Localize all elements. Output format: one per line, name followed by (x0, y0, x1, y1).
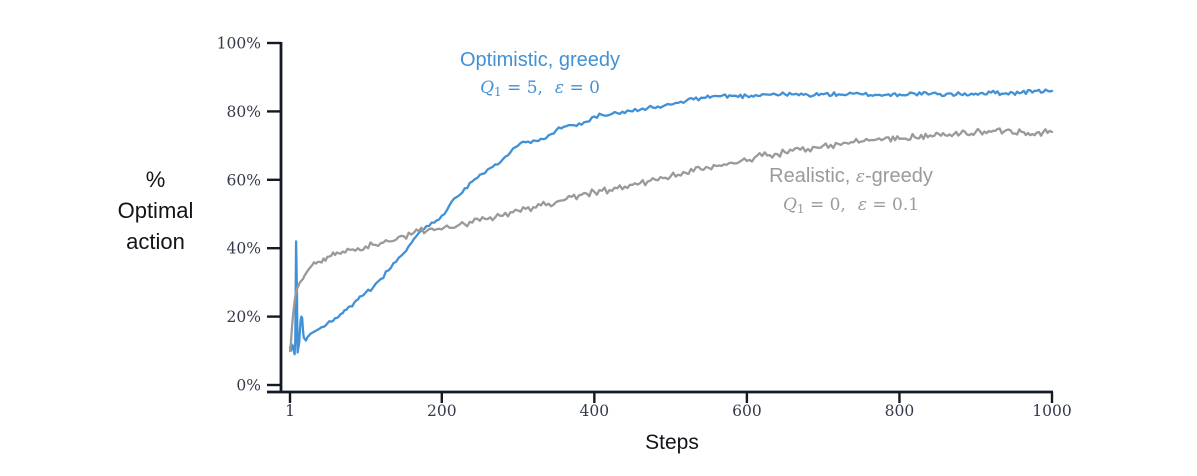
optimistic-greedy-curve (288, 88, 1054, 356)
y-axis-title: % Optimal action (73, 164, 238, 257)
realistic-eps-greedy-curve (288, 127, 1054, 352)
q-value: = 0, (804, 195, 846, 215)
epsilon-value: = 0.1 (866, 195, 920, 215)
annotation-optimistic-greedy: Optimistic, greedy Q1 = 5, ε = 0 (460, 48, 620, 103)
x-tick-label: 200 (427, 402, 457, 420)
x-tick-label: 1 (285, 402, 295, 420)
annotation-realistic-eps-greedy: Realistic, ε-greedy Q1 = 0, ε = 0.1 (769, 164, 933, 220)
q-symbol: Q (480, 78, 494, 98)
greedy-label-text: -greedy (865, 165, 933, 187)
x-tick-label: 400 (580, 402, 610, 420)
annotation-realistic-params: Q1 = 0, ε = 0.1 (769, 194, 933, 220)
y-tick-label: 40% (227, 240, 261, 258)
q-subscript: 1 (494, 85, 502, 99)
y-tick-label: 80% (227, 103, 261, 121)
y-tick-label: 0% (236, 377, 261, 395)
y-axis-title-line-percent: % (145, 167, 166, 192)
q-symbol: Q (782, 195, 797, 215)
q-value: = 5, (501, 78, 543, 98)
y-tick-label: 60% (227, 171, 261, 189)
annotation-optimistic-name: Optimistic, greedy (459, 49, 621, 71)
annotation-realistic-name: Realistic, ε-greedy (769, 164, 933, 189)
annotation-optimistic-params: Q1 = 5, ε = 0 (460, 77, 620, 103)
realistic-label-text: Realistic, (769, 165, 856, 187)
x-tick-label: 800 (885, 402, 915, 420)
x-axis-title: Steps (645, 431, 699, 454)
x-tick-label: 1000 (1032, 402, 1071, 420)
epsilon-symbol: ε (554, 78, 565, 98)
epsilon-value: = 0 (564, 78, 600, 98)
y-axis-title-line-action: action (126, 229, 185, 254)
q-subscript: 1 (796, 202, 805, 216)
y-tick-label: 20% (227, 308, 261, 326)
y-tick-label: 100% (217, 35, 261, 53)
y-axis-title-line-optimal: Optimal (117, 198, 194, 223)
epsilon-symbol: ε (857, 195, 867, 215)
epsilon-symbol: ε (855, 167, 866, 187)
x-tick-label: 600 (732, 402, 762, 420)
